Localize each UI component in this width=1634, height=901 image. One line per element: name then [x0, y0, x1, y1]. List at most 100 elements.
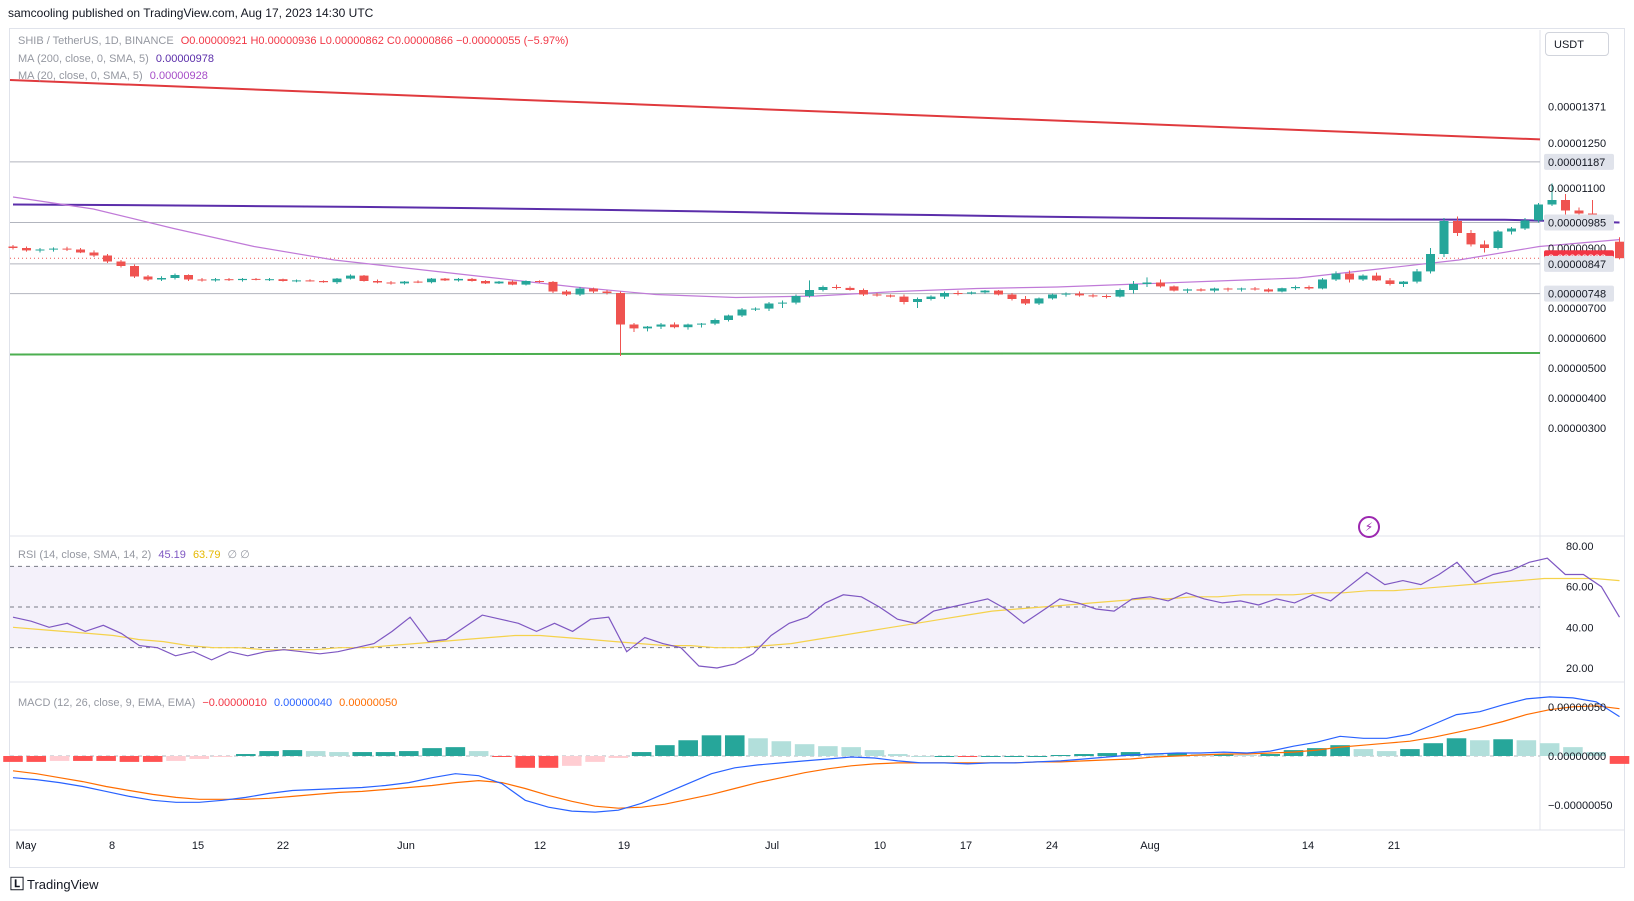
candle-body [1574, 210, 1584, 214]
candle-body [143, 276, 153, 280]
macd-histogram-bar [1516, 740, 1537, 756]
horizontal-levels [10, 161, 1540, 295]
price-tick-label: 0.00000300 [1548, 423, 1606, 435]
candle-body [481, 281, 490, 284]
macd-histogram-bar [1400, 749, 1420, 756]
macd-histogram-bar [305, 751, 326, 756]
candle-body [1304, 287, 1314, 289]
ma200-value: 0.00000978 [155, 53, 215, 65]
candle-body [1291, 287, 1300, 289]
candle-body [710, 320, 720, 324]
candle-body [1399, 281, 1408, 284]
macd-histogram-bar [608, 756, 629, 758]
candle-body [980, 290, 990, 293]
time-tick-label: 10 [874, 840, 886, 852]
ma200-label: MA (200, close, 0, SMA, 5) [18, 53, 149, 65]
macd-histogram-bar [1097, 753, 1118, 756]
resistance-line [9, 79, 1541, 141]
price-tick-label: 0.00000500 [1548, 363, 1606, 375]
candle-body [616, 293, 625, 325]
macd-histogram-bar [492, 756, 512, 757]
macd-histogram-bar [1609, 756, 1630, 764]
candle-body [832, 287, 841, 288]
macd-histogram-bar [142, 756, 163, 762]
currency-button[interactable]: USDT [1545, 32, 1609, 56]
candle-body [265, 279, 274, 281]
macd-signal-value: 0.00000050 [339, 697, 398, 709]
macd-legend[interactable]: MACD (12, 26, close, 9, EMA, EMA) −0.000… [18, 697, 397, 709]
macd-histogram-bar [236, 754, 256, 756]
ma200-legend[interactable]: MA (200, close, 0, SMA, 5) 0.00000978 [18, 53, 214, 65]
candle-body [1264, 289, 1273, 292]
candle-body [1196, 289, 1206, 291]
candle-body [724, 315, 733, 320]
candles [8, 183, 1624, 356]
candle-body [292, 280, 301, 282]
candle-body [1345, 273, 1354, 280]
candle-body [251, 278, 261, 280]
chart-frame [9, 28, 1625, 868]
lightning-icon[interactable]: ⚡ [1358, 516, 1380, 538]
macd-line [12, 696, 1620, 813]
branding-label: TradingView [27, 876, 99, 892]
candle-body [1466, 233, 1476, 245]
candle-body [521, 281, 531, 285]
candle-body [1142, 282, 1152, 284]
candle-body [8, 246, 18, 248]
candle-body [1156, 282, 1165, 287]
rsi-pane [10, 557, 1621, 669]
macd-histogram-bar [329, 752, 349, 756]
candle-body [373, 281, 382, 283]
macd-histogram-bar [1283, 750, 1304, 756]
candle-body [1331, 273, 1341, 280]
candle-body [818, 287, 828, 290]
candle-body [440, 278, 450, 281]
footer-branding[interactable]: 🄻 TradingView [10, 874, 99, 894]
candle-body [494, 281, 504, 284]
macd-histogram-bar [119, 756, 140, 762]
rsi-band [10, 566, 1540, 648]
candle-body [859, 290, 868, 295]
candle-body [22, 248, 31, 251]
time-tick-label: 21 [1388, 840, 1400, 852]
time-tick-label: 14 [1302, 840, 1314, 852]
candle-body [1480, 244, 1489, 248]
candle-body [548, 281, 558, 292]
macd-histogram-bar [1260, 754, 1281, 756]
support-line [9, 352, 1541, 356]
time-tick-label: 17 [960, 840, 972, 852]
symbol-name[interactable]: SHIB / TetherUS, 1D, BINANCE [18, 35, 174, 47]
macd-histogram-bar [631, 752, 652, 756]
macd-histogram-bar [1027, 756, 1048, 757]
candle-body [197, 279, 207, 281]
macd-histogram-bar [981, 756, 1001, 757]
axes: 0.000013710.000012500.000012000.00001181… [16, 102, 1614, 852]
macd-histogram-bar [701, 735, 722, 756]
candle-body [76, 249, 85, 253]
candle-body [467, 278, 477, 281]
candle-body [1561, 200, 1570, 211]
macd-histogram-bar [655, 745, 675, 756]
price-label: 0.00000985 [1548, 218, 1606, 230]
ma20-value: 0.00000928 [149, 70, 208, 82]
candle-body [1129, 284, 1138, 290]
candle-body [454, 278, 463, 281]
macd-histogram-bar [748, 738, 768, 756]
symbol-legend[interactable]: SHIB / TetherUS, 1D, BINANCE O0.00000921… [18, 35, 569, 47]
macd-hist-value: −0.00000010 [202, 697, 267, 709]
rsi-tick-label: 80.00 [1566, 541, 1594, 553]
candle-body [305, 280, 315, 282]
candle-body [211, 279, 220, 281]
ma20-legend[interactable]: MA (20, close, 0, SMA, 5) 0.00000928 [18, 70, 208, 82]
candle-body [643, 326, 652, 329]
candle-body [359, 275, 369, 281]
macd-histogram-bar [1004, 756, 1024, 757]
macd-histogram-bar [585, 756, 605, 762]
macd-histogram-bar [212, 756, 233, 757]
candle-body [764, 303, 774, 309]
candle-body [508, 281, 517, 285]
candle-body [1615, 241, 1624, 259]
rsi-legend[interactable]: RSI (14, close, SMA, 14, 2) 45.19 63.79 … [18, 548, 250, 561]
macd-histogram-bar [818, 746, 838, 756]
